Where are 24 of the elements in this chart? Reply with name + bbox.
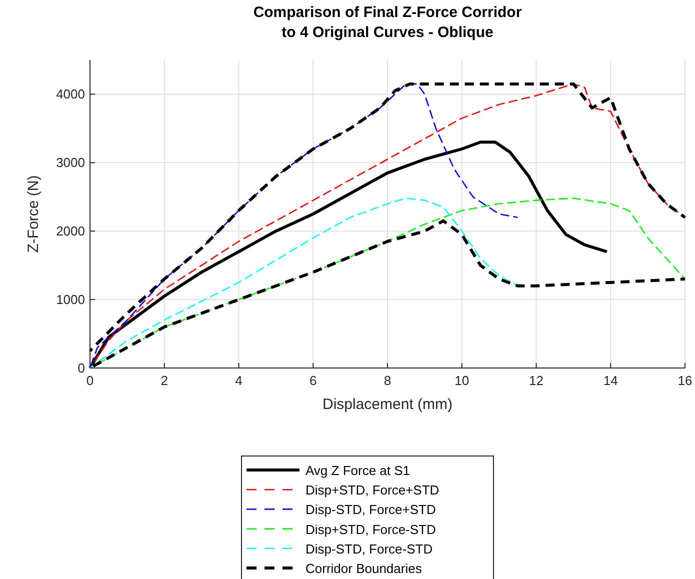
- x-tick-label: 2: [160, 373, 168, 388]
- x-tick-label: 14: [603, 373, 618, 388]
- y-tick-label: 3000: [56, 155, 85, 170]
- x-tick-label: 4: [235, 373, 242, 388]
- x-tick-label: 16: [678, 373, 692, 388]
- y-tick-label: 4000: [56, 86, 85, 102]
- line-series: [89, 198, 518, 369]
- x-tick-label: 10: [454, 373, 470, 388]
- legend-label: Disp-STD, Force-STD: [306, 541, 433, 556]
- x-tick-label: 6: [310, 373, 317, 388]
- line-series: [89, 83, 518, 369]
- y-tick-label: 0: [78, 360, 85, 376]
- x-tick-label: 8: [384, 373, 392, 388]
- y-axis-title: Z-Force (N): [25, 175, 42, 253]
- x-axis-title: Displacement (mm): [322, 396, 453, 413]
- legend-label: Disp+STD, Force-STD: [306, 522, 436, 537]
- x-tick-label: 12: [529, 373, 544, 388]
- chart-title: Comparison of Final Z-Force Corridor to 4 Original Curves - Oblique: [253, 4, 522, 41]
- y-tick-label: 2000: [56, 224, 85, 239]
- legend-label: Disp+STD, Force+STD: [306, 482, 440, 498]
- legend-label: Corridor Boundaries: [306, 561, 422, 576]
- legend-label: Avg Z Force at S1: [306, 463, 410, 478]
- y-tick-label: 1000: [56, 292, 85, 308]
- legend-label: Disp-STD, Force+STD: [306, 502, 436, 518]
